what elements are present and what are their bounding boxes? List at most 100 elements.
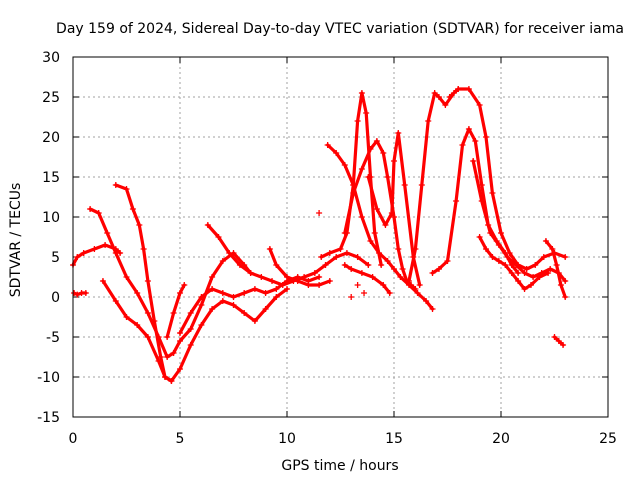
data-point (502, 262, 509, 268)
data-point (397, 274, 404, 280)
data-point (187, 326, 194, 332)
data-point (102, 242, 109, 248)
y-tick-label: -10 (37, 370, 60, 386)
data-point (198, 294, 205, 300)
data-point (354, 118, 361, 124)
data-point (483, 246, 490, 252)
data-series (87, 206, 254, 360)
data-point (204, 222, 211, 228)
data-point (269, 278, 276, 284)
data-point (361, 290, 368, 296)
data-point (305, 282, 312, 288)
data-point (294, 278, 301, 284)
data-series (470, 158, 569, 284)
data-point (365, 262, 372, 268)
data-series (112, 182, 175, 384)
data-point (209, 306, 216, 312)
data-point (555, 338, 562, 344)
data-point (187, 310, 194, 316)
data-point (476, 234, 483, 240)
data-point (553, 262, 560, 268)
y-axis-ticks: -15 -10 -5 0 5 10 15 20 25 30 (37, 50, 608, 426)
data-point (560, 342, 567, 348)
data-point (266, 246, 273, 252)
data-point (562, 254, 569, 260)
data-point (337, 246, 344, 252)
data-series (71, 290, 89, 298)
data-point (157, 354, 164, 360)
series-line (114, 183, 173, 383)
data-point (435, 94, 442, 100)
axes-frame (72, 56, 609, 418)
data-point (365, 174, 372, 180)
data-series (341, 262, 393, 296)
series-line (165, 283, 186, 339)
data-point (367, 238, 374, 244)
data-point (162, 374, 169, 380)
data-point (87, 206, 94, 212)
data-point (273, 262, 280, 268)
data-point (388, 210, 395, 216)
y-tick-label: 20 (42, 130, 60, 146)
data-point (487, 230, 494, 236)
data-point (311, 270, 318, 276)
data-point (391, 158, 397, 164)
data-point (527, 282, 534, 288)
data-point (129, 206, 136, 212)
data-point (542, 238, 549, 244)
data-point (343, 250, 350, 256)
data-point (512, 262, 519, 268)
data-point (395, 130, 402, 136)
data-point (376, 250, 383, 256)
data-point (136, 222, 143, 228)
data-point (414, 290, 421, 296)
y-tick-label: 5 (51, 250, 60, 266)
series-line (343, 263, 392, 295)
data-point (536, 274, 543, 280)
data-point (273, 286, 280, 292)
data-point (371, 230, 378, 236)
data-point (74, 291, 81, 298)
data-point (373, 138, 380, 144)
series-line (407, 87, 460, 283)
data-point (284, 274, 290, 280)
data-point (187, 342, 194, 348)
data-point (530, 274, 537, 280)
data-point (459, 142, 466, 148)
data-point (358, 270, 365, 276)
grid (73, 57, 608, 417)
data-point (226, 250, 233, 256)
data-point (431, 90, 438, 96)
data-point (521, 270, 528, 276)
data-point (384, 258, 391, 264)
series-line (178, 275, 321, 335)
data-point (316, 210, 323, 216)
series-line (101, 279, 289, 383)
data-point (465, 126, 472, 132)
data-point (151, 318, 158, 324)
data-point (198, 302, 205, 308)
series-line (448, 87, 567, 271)
data-point (504, 254, 511, 260)
data-point (251, 318, 258, 324)
plot-area (70, 86, 569, 384)
x-tick-label: 25 (599, 431, 617, 447)
data-point (230, 302, 237, 308)
y-tick-label: -5 (46, 330, 60, 346)
data-point (74, 254, 81, 260)
data-point (144, 278, 151, 284)
data-point (144, 334, 151, 340)
isolated-points (316, 210, 368, 300)
y-axis-label: SDTVAR / TECUs (8, 183, 24, 298)
series-line (471, 159, 567, 283)
data-point (416, 282, 423, 288)
data-point (470, 158, 477, 164)
data-point (215, 234, 222, 240)
data-point (241, 310, 248, 316)
data-series (164, 282, 188, 340)
data-point (279, 282, 286, 288)
data-point (177, 290, 183, 296)
data-point (333, 150, 340, 156)
series-line (206, 223, 370, 287)
data-point (384, 174, 391, 180)
